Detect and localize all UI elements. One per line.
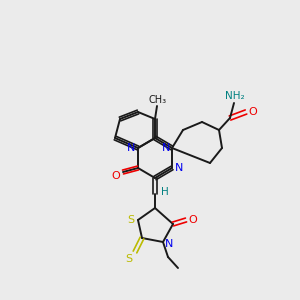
Text: O: O <box>189 215 197 225</box>
Text: S: S <box>128 215 135 225</box>
Text: N: N <box>165 239 173 249</box>
Text: O: O <box>249 107 257 117</box>
Text: O: O <box>112 171 120 181</box>
Text: H: H <box>161 187 169 197</box>
Text: N: N <box>162 143 170 153</box>
Text: CH₃: CH₃ <box>149 95 167 105</box>
Text: S: S <box>125 254 133 264</box>
Text: NH₂: NH₂ <box>225 91 245 101</box>
Text: N: N <box>127 143 135 153</box>
Text: N: N <box>175 163 183 173</box>
